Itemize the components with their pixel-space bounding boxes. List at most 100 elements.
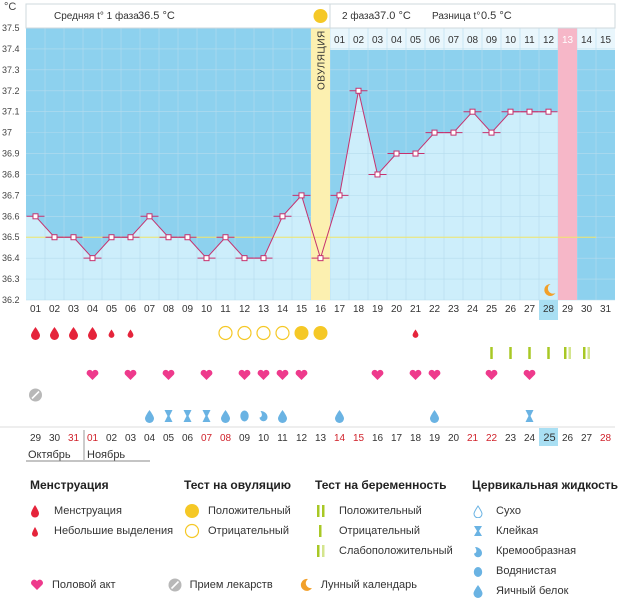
- legend-moon: Лунный календарь: [299, 578, 417, 592]
- pregnancy-test-weak-icon: [587, 347, 590, 359]
- temp-diff-label: Разница t°: [432, 11, 480, 22]
- temperature-point: [241, 255, 248, 262]
- ovulation-test-negative-icon: [275, 325, 290, 341]
- cycle-day-label: 20: [391, 304, 403, 315]
- cycle-day-label: 22: [429, 304, 441, 315]
- date-label: 02: [106, 433, 118, 444]
- temperature-point: [374, 171, 381, 178]
- sticky-hourglass-icon: [525, 410, 534, 422]
- post-ovulation-day-label: 04: [391, 35, 403, 46]
- cycle-day-label: 15: [296, 304, 308, 315]
- cycle-day-label: 12: [239, 304, 251, 315]
- date-label: 28: [600, 433, 612, 444]
- date-label: 23: [505, 433, 517, 444]
- temperature-point: [317, 255, 324, 262]
- date-label: 05: [163, 433, 175, 444]
- ovulation-sun-icon: [313, 9, 328, 23]
- heart-icon: [162, 369, 175, 380]
- legend-item-pregnancy-weak: Слабоположительный: [339, 545, 453, 557]
- legend-item-intercourse: Половой акт: [52, 579, 116, 591]
- legend-item-dry: Сухо: [496, 505, 521, 517]
- date-label: 04: [144, 433, 156, 444]
- cycle-day-label: 14: [277, 304, 289, 315]
- cycle-day-label: 06: [125, 304, 137, 315]
- date-label: 29: [30, 433, 42, 444]
- pill-stripe: [31, 390, 40, 400]
- date-label: 18: [410, 433, 422, 444]
- cycle-day-label: 08: [163, 304, 175, 315]
- y-unit-label: °C: [4, 1, 16, 13]
- temperature-point: [127, 234, 134, 241]
- date-label: 26: [562, 433, 574, 444]
- post-ovulation-day-label: 06: [429, 35, 441, 46]
- small-drop-icon: [127, 329, 134, 338]
- cycle-day-label: 23: [448, 304, 460, 315]
- temperature-point: [260, 255, 267, 262]
- legend-menstruation: Менструация Менструация Небольшие выделе…: [30, 478, 173, 541]
- date-label: 10: [258, 433, 270, 444]
- y-tick-label: 37: [2, 128, 12, 138]
- heart-icon: [124, 369, 137, 380]
- date-label: 25: [543, 432, 555, 444]
- y-tick-label: 37.4: [2, 44, 20, 54]
- date-label: 16: [372, 433, 384, 444]
- eggwhite-drop-icon: [430, 410, 439, 423]
- heart-icon: [276, 369, 289, 380]
- menstruation-drop-icon: [31, 327, 40, 340]
- temp-diff-value: 0.5 °C: [481, 10, 512, 22]
- sticky-hourglass-icon: [472, 524, 496, 538]
- pregnancy-test-weak-icon: [568, 347, 571, 359]
- cycle-day-label: 24: [467, 304, 479, 315]
- sticky-hourglass-icon: [183, 410, 192, 422]
- cycle-day-label: 29: [562, 304, 574, 315]
- post-ovulation-day-label: 15: [600, 35, 612, 46]
- y-tick-label: 36.7: [2, 190, 20, 200]
- month-label: Ноябрь: [87, 449, 125, 461]
- legend-item-pregnancy-positive: Положительный: [339, 505, 422, 517]
- temperature-point: [108, 234, 115, 241]
- month-label: Октябрь: [28, 449, 71, 461]
- eggwhite-drop-icon: [278, 410, 287, 423]
- post-ovulation-day-label: 12: [543, 35, 555, 46]
- y-tick-label: 37.1: [2, 107, 20, 117]
- post-ovulation-day-label: 03: [372, 35, 384, 46]
- dry-drop-icon: [472, 504, 496, 518]
- post-ovulation-day-label: 07: [448, 35, 460, 46]
- date-label: 11: [277, 433, 288, 444]
- small-drop-icon: [412, 329, 419, 338]
- legend-item-ovulation-positive: Положительный: [208, 505, 291, 517]
- phase2-value: 37.0 °C: [374, 10, 411, 22]
- creamy-drop-icon: [472, 544, 496, 558]
- legend-title-pregnancy-test: Тест на беременность: [315, 478, 447, 492]
- pregnancy-test-weak-icon: [564, 347, 567, 359]
- temperature-point: [279, 213, 286, 220]
- heart-icon: [523, 369, 536, 380]
- heart-icon: [86, 369, 99, 380]
- predicted-period-band: [558, 28, 577, 300]
- post-ovulation-day-label: 02: [353, 35, 365, 46]
- sticky-hourglass-icon: [164, 410, 173, 422]
- watery-drop-icon: [240, 410, 249, 422]
- legend-cervical-fluid: Цервикальная жидкость Сухо Клейкая Кремо…: [472, 478, 618, 601]
- cycle-day-label: 07: [144, 304, 156, 315]
- date-label: 22: [486, 433, 498, 444]
- temperature-point: [431, 129, 438, 136]
- legend-item-creamy: Кремообразная: [496, 545, 577, 557]
- ovulation-test-negative-icon: [237, 325, 252, 341]
- pill-icon: [168, 578, 182, 592]
- legend-item-medicine: Прием лекарств: [189, 579, 273, 591]
- cycle-day-label: 17: [334, 304, 346, 315]
- phase1-label: Средняя t° 1 фаза: [54, 10, 139, 22]
- post-ovulation-day-label: 11: [524, 35, 535, 46]
- y-tick-label: 37.3: [2, 65, 20, 75]
- temperature-point: [355, 87, 362, 94]
- cycle-day-label: 16: [315, 304, 327, 315]
- post-ovulation-day-label: 09: [486, 35, 498, 46]
- temperature-point: [203, 255, 210, 262]
- legend-item-spotting: Небольшие выделения: [54, 525, 174, 537]
- date-label: 07: [201, 433, 213, 444]
- faint-stripe-icon: [315, 544, 339, 558]
- cycle-day-label: 01: [30, 304, 42, 315]
- eggwhite-drop-icon: [145, 410, 154, 423]
- post-ovulation-day-label: 01: [334, 35, 346, 46]
